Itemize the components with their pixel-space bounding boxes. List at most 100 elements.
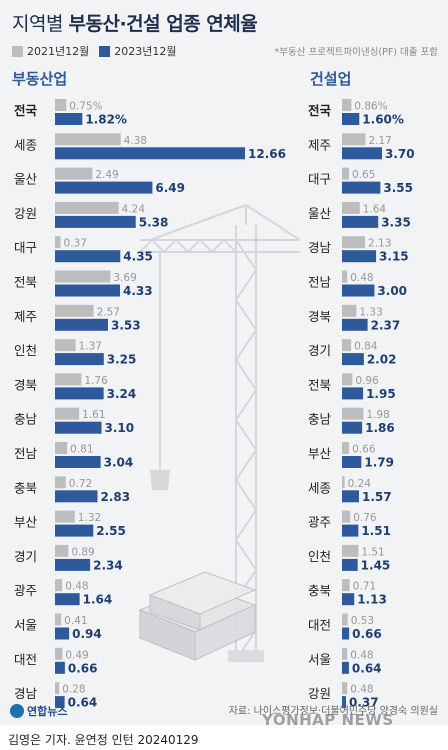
category-label-con-10: 부산 [308, 446, 332, 461]
category-label-re-10: 전남 [14, 446, 38, 461]
value-label-con-2023-11: 1.57 [362, 490, 392, 504]
bar-con-2021-14 [342, 579, 350, 592]
legend: 2021년12월 2023년12월 [12, 43, 186, 59]
value-label-con-2021-8: 0.96 [355, 375, 379, 387]
bar-con-2023-11 [342, 490, 359, 503]
value-label-re-2023-10: 3.04 [104, 456, 134, 470]
bar-con-2021-2 [342, 167, 350, 180]
yonhap-logo: 연합뉴스 [10, 703, 67, 719]
bar-con-2023-16 [342, 661, 349, 674]
value-label-con-2023-4: 3.15 [379, 250, 409, 264]
value-label-re-2023-9: 3.10 [105, 421, 135, 435]
bar-re-2023-7 [55, 353, 104, 366]
value-label-con-2021-15: 0.53 [351, 615, 374, 627]
pf-note: *부동산 프로젝트파이낸싱(PF) 대출 포함 [274, 47, 438, 58]
bar-con-2021-8 [342, 373, 353, 386]
category-label-con-1: 제주 [308, 137, 331, 152]
bar-re-2021-15 [55, 613, 62, 626]
category-label-con-17: 강원 [308, 686, 331, 701]
value-label-con-2023-9: 1.86 [365, 421, 395, 435]
legend-swatch-2021 [12, 45, 23, 57]
bar-con-2021-5 [342, 270, 348, 283]
category-label-re-4: 대구 [14, 240, 37, 255]
category-label-re-9: 충남 [14, 412, 38, 427]
category-label-con-15: 대전 [308, 618, 331, 633]
category-label-re-3: 강원 [14, 206, 37, 221]
bar-con-2023-2 [342, 181, 381, 194]
bar-re-2021-11 [55, 476, 66, 489]
category-label-con-16: 서울 [308, 652, 331, 667]
category-label-re-0: 전국 [14, 103, 38, 118]
category-label-con-5: 전남 [308, 275, 332, 290]
value-label-re-2023-14: 1.64 [83, 593, 113, 607]
logo-text: 연합뉴스 [27, 705, 68, 718]
category-label-con-13: 인천 [308, 549, 331, 564]
bar-con-2023-15 [342, 627, 350, 640]
value-label-re-2021-11: 0.72 [69, 478, 92, 490]
bar-re-2023-6 [55, 318, 108, 331]
bar-re-2023-10 [55, 456, 101, 468]
bar-con-2023-13 [342, 558, 358, 571]
value-label-con-2021-7: 0.84 [354, 341, 378, 353]
bar-chart: 전국 0.75%1.82% 세종 4.38 12.66 울산 2.49 6.49 강원 4.245… [14, 99, 415, 710]
value-label-con-2021-12: 0.76 [353, 512, 377, 524]
bar-re-2023-1 [55, 147, 245, 160]
value-label-re-2021-3: 4.24 [122, 203, 146, 215]
bar-con-2021-17 [342, 682, 348, 695]
bar-re-2023-9 [55, 421, 102, 434]
category-label-re-11: 충북 [14, 480, 37, 495]
category-label-re-2: 울산 [14, 172, 38, 187]
category-label-re-6: 제주 [14, 309, 37, 324]
watermark: YONHAP NEWS [262, 711, 394, 729]
category-label-con-11: 세종 [308, 480, 331, 495]
value-label-con-2023-17: 0.37 [349, 696, 379, 710]
section-title-construction: 건설업 [310, 70, 352, 88]
bar-re-2023-2 [55, 181, 153, 194]
bar-con-2021-1 [342, 133, 366, 146]
value-label-con-2021-0: 0.86% [354, 101, 387, 113]
category-label-re-15: 서울 [14, 618, 37, 633]
bar-re-2021-4 [55, 236, 61, 249]
bar-re-2023-12 [55, 524, 94, 537]
value-label-re-2021-14: 0.48 [65, 581, 88, 593]
value-label-re-2023-1: 12.66 [248, 147, 286, 161]
category-label-con-4: 경남 [308, 240, 332, 255]
bar-re-2021-5 [55, 270, 111, 283]
money-stack-illustration [138, 571, 257, 661]
value-label-con-2023-0: 1.60% [362, 113, 404, 127]
value-label-con-2023-16: 0.64 [352, 661, 382, 675]
bar-con-2021-16 [342, 647, 348, 660]
value-label-re-2021-12: 1.32 [78, 512, 101, 524]
category-label-con-3: 울산 [308, 206, 332, 221]
bar-con-2023-9 [342, 421, 363, 434]
value-label-con-2023-15: 0.66 [352, 627, 382, 641]
value-label-re-2021-9: 1.61 [82, 409, 105, 421]
value-label-con-2021-10: 0.66 [352, 444, 376, 456]
bar-con-2023-8 [342, 387, 364, 400]
value-label-re-2023-0: 1.82% [85, 113, 127, 127]
value-label-re-2021-0: 0.75% [69, 101, 102, 113]
bar-con-2021-0 [342, 99, 352, 111]
value-label-con-2023-14: 1.13 [357, 593, 387, 607]
bar-re-2021-16 [55, 647, 63, 660]
value-label-con-2023-5: 3.00 [377, 284, 407, 298]
value-label-con-2023-2: 3.55 [383, 181, 413, 195]
credit-line: 김영은 기자. 윤연정 인턴 20240129 [8, 733, 199, 747]
category-label-re-17: 경남 [14, 686, 38, 701]
value-label-re-2023-4: 4.35 [123, 250, 153, 264]
value-label-re-2021-16: 0.49 [65, 649, 88, 661]
bar-con-2021-9 [342, 407, 364, 420]
value-label-con-2023-3: 3.35 [381, 215, 411, 229]
value-label-con-2023-10: 1.79 [364, 456, 394, 470]
category-label-re-8: 경북 [14, 377, 37, 392]
bar-re-2023-11 [55, 490, 98, 503]
value-label-con-2021-6: 1.33 [359, 306, 382, 318]
value-label-con-2023-7: 2.02 [367, 353, 397, 367]
value-label-con-2021-11: 0.24 [348, 478, 372, 490]
value-label-con-2023-1: 3.70 [385, 147, 415, 161]
bar-con-2023-6 [342, 318, 368, 331]
title-bold: 부동산·건설 업종 연체율 [68, 13, 258, 35]
value-label-re-2023-16: 0.66 [68, 661, 98, 675]
value-label-con-2021-17: 0.48 [350, 684, 373, 696]
value-label-re-2021-4: 0.37 [64, 238, 87, 250]
